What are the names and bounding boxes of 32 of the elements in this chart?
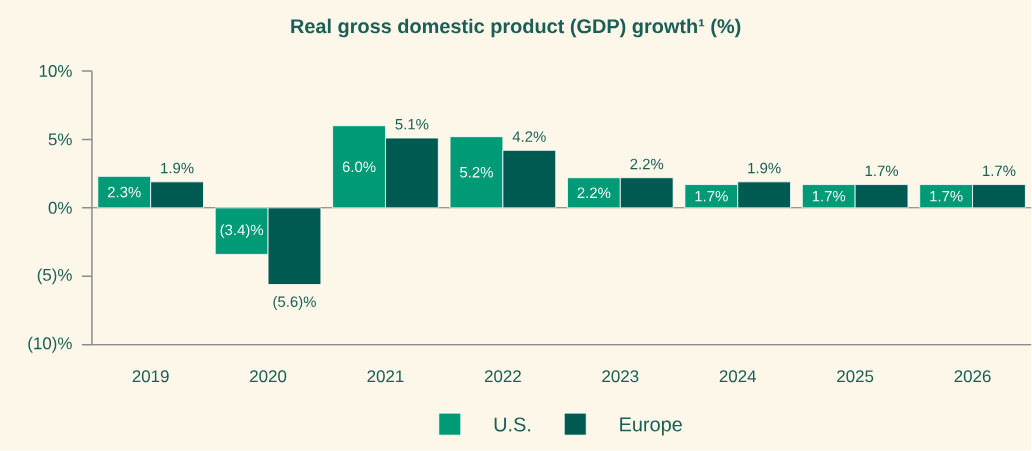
data-label: 2.2% [577,187,611,199]
data-label: 1.7% [983,165,1016,177]
legend-label: U.S. [494,417,531,432]
data-label: (3.4)% [220,224,264,239]
data-label: 2.2% [630,158,664,170]
y-tick-label: (5)% [37,268,72,285]
y-tick-label: 5% [48,133,72,146]
x-tick-label: 2023 [602,370,639,383]
y-tick-label: (10)% [28,337,72,353]
x-tick-label: 2019 [132,370,169,383]
data-label: 5.2% [460,167,493,178]
chart-title: Real gross domestic product (GDP) growth¹ (%) [291,18,741,38]
data-label: 6.0% [342,161,376,173]
legend-label: Europe [620,417,682,436]
data-label: 1.9% [161,162,194,174]
data-label: 1.9% [748,162,781,174]
data-label: (5.6)% [273,296,316,311]
x-tick-label: 2022 [484,370,521,383]
data-label: 1.7% [812,191,846,202]
x-tick-label: 2020 [250,370,287,383]
x-tick-label: 2024 [719,370,757,383]
data-label: 2.3% [107,186,141,198]
data-label: 5.1% [395,119,429,130]
y-tick-label: 10% [39,65,72,78]
x-tick-label: 2025 [837,370,874,383]
x-tick-label: 2026 [954,370,991,383]
y-tick-label: 0% [48,202,72,214]
data-label: 1.7% [865,165,899,177]
data-label: 4.2% [512,131,546,142]
data-label: 1.7% [930,191,963,202]
data-label: 1.7% [695,191,728,202]
x-tick-label: 2021 [367,370,404,383]
